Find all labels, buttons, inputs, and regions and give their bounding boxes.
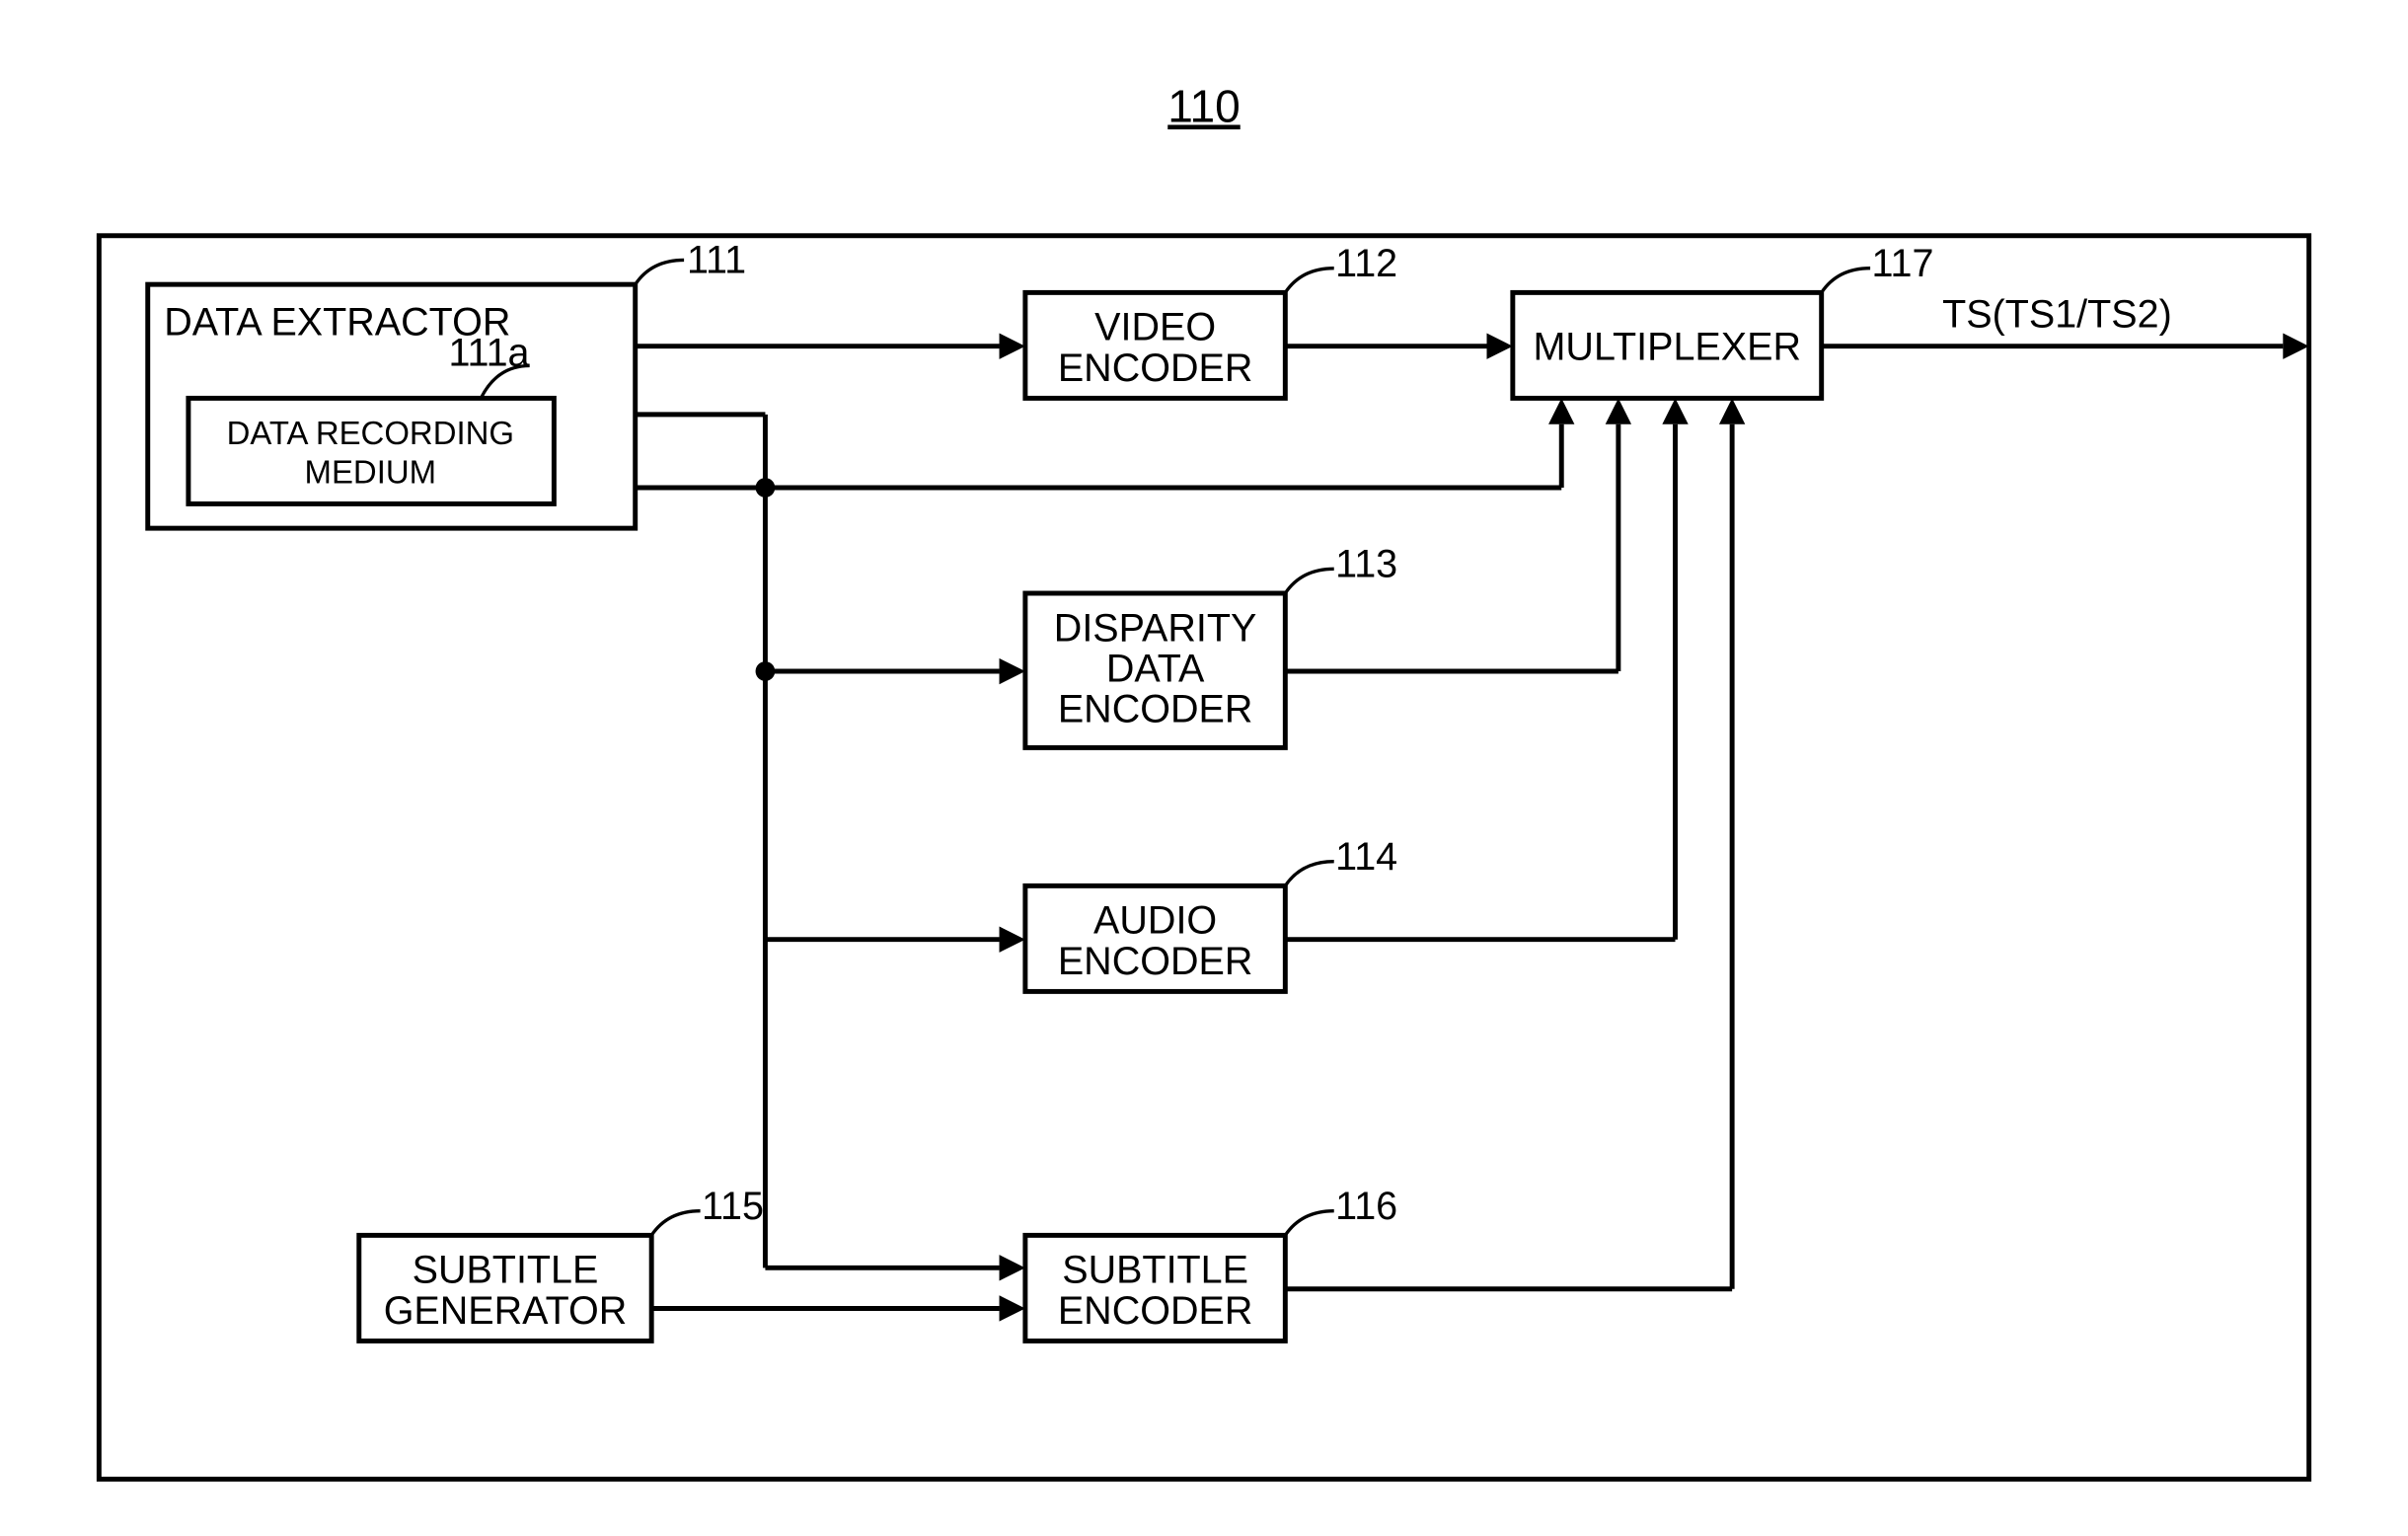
leader-116 [1285, 1211, 1333, 1236]
leader-112 [1285, 269, 1333, 293]
leader-111 [636, 260, 684, 284]
ref-111: 111 [687, 239, 746, 282]
arrow-audio-to-mux [1662, 398, 1688, 423]
arrow-de-to-video [1000, 334, 1025, 359]
se-label-1: SUBTITLE [1062, 1249, 1248, 1292]
arrow-to-audio [1000, 927, 1025, 953]
ae-label-1: AUDIO [1093, 899, 1217, 943]
sg-label-2: GENERATOR [384, 1289, 628, 1333]
data-recording-medium-block: DATA RECORDING MEDIUM 111a [188, 331, 554, 503]
leader-117 [1822, 269, 1870, 293]
arrow-sub-to-mux [1719, 398, 1745, 423]
ref-117: 117 [1872, 242, 1934, 285]
audio-encoder-block: AUDIO ENCODER 114 [1025, 835, 1397, 991]
ae-label-2: ENCODER [1058, 940, 1253, 983]
arrow-disp-to-mux [1606, 398, 1631, 423]
ref-114: 114 [1335, 835, 1397, 879]
block-diagram: 110 DATA EXTRACTOR 111 DATA RECORDING ME… [0, 0, 2408, 1536]
arrow-de-direct-mux [1548, 398, 1574, 423]
arrow-mux-out [2283, 334, 2308, 359]
arrow-video-to-mux [1487, 334, 1513, 359]
video-encoder-block: VIDEO ENCODER 112 [1025, 242, 1397, 398]
ref-115: 115 [702, 1185, 764, 1228]
disparity-encoder-block: DISPARITY DATA ENCODER 113 [1025, 543, 1397, 748]
arrow-subgen-to-subenc [1000, 1295, 1025, 1321]
ve-label-2: ENCODER [1058, 346, 1253, 390]
mux-label: MULTIPLEXER [1534, 325, 1801, 368]
ve-label-1: VIDEO [1094, 306, 1216, 349]
arrow-to-disparity [1000, 658, 1025, 684]
sg-label-1: SUBTITLE [413, 1249, 599, 1292]
arrow-to-subtitle-enc-top [1000, 1255, 1025, 1280]
leader-114 [1285, 862, 1333, 886]
multiplexer-block: MULTIPLEXER 117 [1513, 242, 1934, 398]
drm-label-2: MEDIUM [305, 453, 437, 490]
subtitle-generator-block: SUBTITLE GENERATOR 115 [359, 1185, 764, 1341]
ref-111a: 111a [449, 331, 530, 374]
output-label: TS(TS1/TS2) [1942, 293, 2172, 337]
leader-113 [1285, 569, 1333, 593]
ref-112: 112 [1335, 242, 1397, 285]
diagram-title: 110 [1167, 80, 1240, 131]
de-label-1: DISPARITY [1054, 606, 1257, 650]
de-label-3: ENCODER [1058, 688, 1253, 731]
leader-115 [651, 1211, 700, 1236]
de-label-2: DATA [1106, 647, 1205, 690]
ref-116: 116 [1335, 1185, 1397, 1228]
subtitle-encoder-block: SUBTITLE ENCODER 116 [1025, 1185, 1397, 1341]
drm-label-1: DATA RECORDING [227, 415, 514, 451]
ref-113: 113 [1335, 543, 1397, 586]
data-extractor-block: DATA EXTRACTOR 111 [148, 239, 746, 529]
se-label-2: ENCODER [1058, 1289, 1253, 1333]
